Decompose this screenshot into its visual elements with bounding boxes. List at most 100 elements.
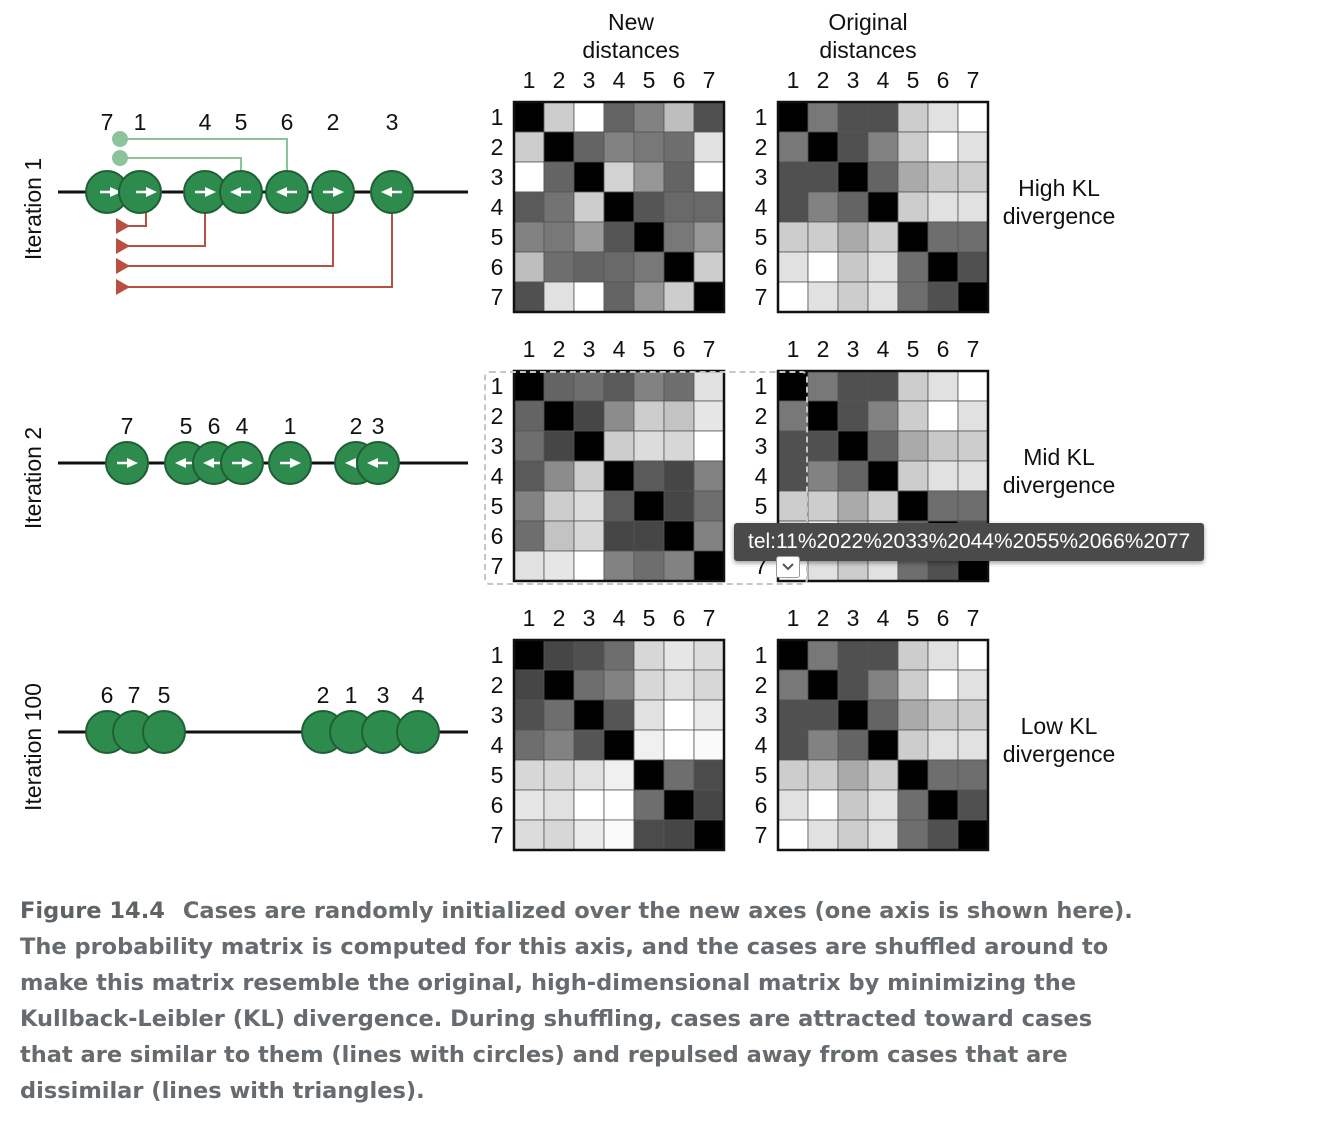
matrix-cell xyxy=(957,729,989,761)
row-index: 1 xyxy=(491,642,504,668)
row-index: 4 xyxy=(491,732,504,758)
matrix-cell xyxy=(693,669,725,701)
column-index: 4 xyxy=(613,336,626,362)
row-index: 2 xyxy=(491,403,504,429)
matrix-cell xyxy=(573,520,605,552)
column-index: 3 xyxy=(847,605,860,631)
matrix-cell xyxy=(897,281,929,313)
matrix-cell xyxy=(543,819,575,851)
arrow-head-icon xyxy=(203,458,214,468)
matrix-cell xyxy=(927,251,959,283)
column-index: 2 xyxy=(553,336,566,362)
matrix-cell xyxy=(777,819,809,851)
column-index: 3 xyxy=(583,336,596,362)
case-node xyxy=(142,710,186,754)
repel-line xyxy=(120,212,393,288)
column-index: 7 xyxy=(967,67,980,93)
column-index: 1 xyxy=(523,605,536,631)
matrix-cell xyxy=(897,789,929,821)
matrix-cell xyxy=(867,161,899,193)
row-index: 5 xyxy=(491,224,504,250)
matrix-cell xyxy=(957,370,989,402)
matrix-cell xyxy=(543,251,575,283)
chevron-down-icon[interactable] xyxy=(776,556,800,578)
matrix-cell xyxy=(927,101,959,133)
row-index: 4 xyxy=(491,463,504,489)
matrix-cell xyxy=(777,251,809,283)
case-label: 6 xyxy=(101,682,114,708)
matrix-cell xyxy=(693,639,725,671)
matrix-cell xyxy=(807,101,839,133)
row-index: 3 xyxy=(755,433,768,459)
matrix-cell xyxy=(957,460,989,492)
matrix-cell xyxy=(957,490,989,522)
matrix-cell xyxy=(543,131,575,163)
matrix-cell xyxy=(837,729,869,761)
matrix-cell xyxy=(957,281,989,313)
matrix-cell xyxy=(633,550,665,582)
row-index: 7 xyxy=(491,822,504,848)
arrow-head-icon xyxy=(276,187,287,197)
matrix-cell xyxy=(573,101,605,133)
matrix-cell xyxy=(777,161,809,193)
row-index: 4 xyxy=(755,732,768,758)
matrix-cell xyxy=(513,430,545,462)
row-index: 6 xyxy=(755,792,768,818)
matrix-cell xyxy=(867,131,899,163)
matrix-cell xyxy=(693,281,725,313)
matrix-cell xyxy=(663,759,695,791)
matrix-cell xyxy=(927,789,959,821)
column-index: 6 xyxy=(673,605,686,631)
matrix-cell xyxy=(777,131,809,163)
case-label: 5 xyxy=(158,682,171,708)
matrix-cell xyxy=(837,251,869,283)
column-index: 4 xyxy=(877,605,890,631)
matrix-cell xyxy=(837,699,869,731)
matrix-cell xyxy=(573,759,605,791)
matrix-cell xyxy=(927,490,959,522)
matrix-cell xyxy=(663,251,695,283)
row-index: 7 xyxy=(755,284,768,310)
row-index: 2 xyxy=(491,672,504,698)
column-index: 2 xyxy=(817,67,830,93)
row-index: 5 xyxy=(755,493,768,519)
matrix-cell xyxy=(513,281,545,313)
matrix-cell xyxy=(543,221,575,253)
case-label: 7 xyxy=(128,682,141,708)
matrix-cell xyxy=(693,819,725,851)
matrix-cell xyxy=(513,370,545,402)
case-label: 6 xyxy=(281,109,294,135)
divergence-line1: High KL xyxy=(1018,175,1100,201)
column-index: 1 xyxy=(787,67,800,93)
matrix-cell xyxy=(927,281,959,313)
case-label: 3 xyxy=(386,109,399,135)
matrix-cell xyxy=(927,729,959,761)
matrix-cell xyxy=(867,221,899,253)
column-index: 4 xyxy=(613,67,626,93)
column-index: 7 xyxy=(703,336,716,362)
matrix-cell xyxy=(957,131,989,163)
matrix-cell xyxy=(633,251,665,283)
matrix-cell xyxy=(807,789,839,821)
row-index: 6 xyxy=(491,254,504,280)
matrix-cell xyxy=(573,251,605,283)
row-index: 4 xyxy=(755,194,768,220)
column-index: 7 xyxy=(967,605,980,631)
case-label: 2 xyxy=(317,682,330,708)
matrix-cell xyxy=(777,789,809,821)
row-index: 1 xyxy=(755,642,768,668)
row-index: 2 xyxy=(755,134,768,160)
case-nodes xyxy=(85,710,440,754)
matrix-cell xyxy=(693,101,725,133)
matrix-cell xyxy=(633,669,665,701)
matrix-cell xyxy=(543,161,575,193)
row-index: 6 xyxy=(491,523,504,549)
matrix-cell xyxy=(603,699,635,731)
matrix-cell xyxy=(603,370,635,402)
matrix-cell xyxy=(603,101,635,133)
case-label: 5 xyxy=(180,413,193,439)
matrix-cell xyxy=(603,251,635,283)
